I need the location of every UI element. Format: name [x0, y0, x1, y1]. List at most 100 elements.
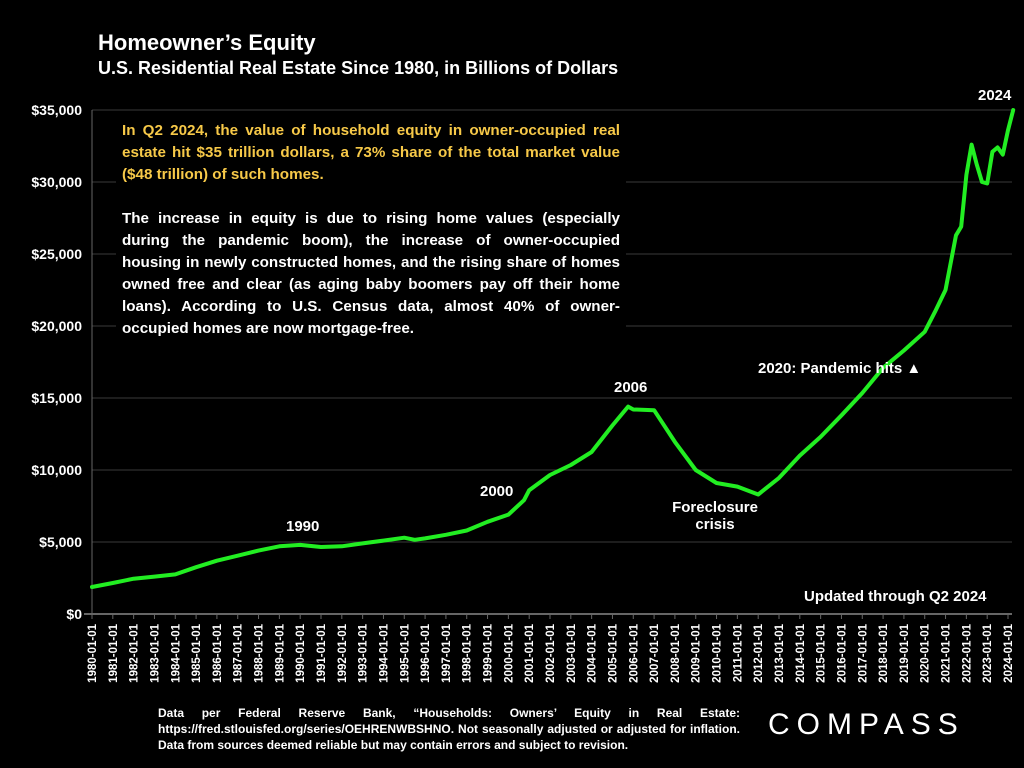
data-point [362, 542, 364, 544]
x-tick-label: 1988-01-01 [254, 623, 266, 682]
data-point [278, 545, 280, 547]
x-tick-label: 2005-01-01 [607, 623, 619, 682]
data-point [632, 409, 634, 411]
x-tick-label: 2015-01-01 [816, 623, 828, 682]
data-point [945, 289, 947, 291]
data-point [507, 514, 509, 516]
highlight-text: In Q2 2024, the value of household equit… [122, 122, 620, 183]
x-tick-label: 2003-01-01 [566, 623, 578, 682]
x-tick-label: 2012-01-01 [753, 623, 765, 682]
data-point [195, 566, 197, 568]
data-point [934, 311, 936, 313]
source-footnote: Data per Federal Reserve Bank, “Househol… [158, 706, 740, 752]
data-point [523, 499, 525, 501]
data-point [382, 540, 384, 542]
x-tick-label: 2021-01-01 [941, 623, 953, 682]
x-tick-label: 1986-01-01 [212, 623, 224, 682]
data-point [424, 537, 426, 539]
data-point [1012, 109, 1014, 111]
data-point [882, 367, 884, 369]
data-point [133, 578, 135, 580]
x-tick-label: 2022-01-01 [961, 623, 973, 682]
data-point [112, 582, 114, 584]
x-tick-label: 2019-01-01 [899, 623, 911, 682]
x-tick-label: 2010-01-01 [712, 623, 724, 682]
x-tick-label: 2006-01-01 [628, 623, 640, 682]
data-point [299, 544, 301, 546]
x-tick-label: 2023-01-01 [982, 623, 994, 682]
x-tick-label: 2009-01-01 [691, 623, 703, 682]
y-tick-label: $15,000 [31, 390, 82, 406]
x-tick-label: 2011-01-01 [732, 623, 744, 682]
x-tick-label: 1982-01-01 [129, 623, 141, 682]
foreclosure-line2: crisis [695, 516, 735, 533]
data-point [466, 529, 468, 531]
data-point [820, 436, 822, 438]
data-point [414, 539, 416, 541]
data-point [757, 493, 759, 495]
data-point [174, 573, 176, 575]
x-tick-label: 1987-01-01 [233, 623, 245, 682]
body-text: The increase in equity is due to rising … [122, 210, 620, 337]
x-tick-label: 2018-01-01 [878, 623, 890, 682]
data-point [695, 469, 697, 471]
data-point [674, 441, 676, 443]
x-tick-label: 2002-01-01 [545, 623, 557, 682]
y-tick-label: $20,000 [31, 318, 82, 334]
data-point [487, 521, 489, 523]
annotation-2024: 2024 [978, 87, 1012, 104]
x-tick-label: 2013-01-01 [774, 623, 786, 682]
data-point [237, 555, 239, 557]
data-point [955, 234, 957, 236]
x-tick-label: 1993-01-01 [358, 623, 370, 682]
data-point [549, 474, 551, 476]
foreclosure-line1: Foreclosure [672, 499, 758, 516]
data-point [997, 146, 999, 148]
data-point [216, 560, 218, 562]
chart-title: Homeowner’s Equity [98, 30, 316, 55]
data-point [341, 545, 343, 547]
y-tick-label: $10,000 [31, 462, 82, 478]
compass-logo: COMPASS [768, 708, 965, 741]
annotation-2000: 2000 [480, 483, 514, 500]
data-point [799, 455, 801, 457]
data-point [960, 226, 962, 228]
data-point [716, 482, 718, 484]
x-tick-label: 1990-01-01 [295, 623, 307, 682]
x-tick-label: 1989-01-01 [274, 623, 286, 682]
x-tick-label: 2016-01-01 [836, 623, 848, 682]
data-point [840, 414, 842, 416]
data-point [976, 164, 978, 166]
x-tick-label: 1980-01-01 [87, 623, 99, 682]
x-tick-label: 2024-01-01 [1003, 623, 1015, 682]
commentary-box: In Q2 2024, the value of household equit… [116, 116, 626, 348]
x-tick-label: 2000-01-01 [503, 623, 515, 682]
data-point [778, 477, 780, 479]
data-point [991, 151, 993, 153]
x-tick-label: 1984-01-01 [170, 623, 182, 682]
y-tick-label: $5,000 [39, 534, 82, 550]
data-point [903, 349, 905, 351]
x-tick-label: 2001-01-01 [524, 623, 536, 682]
data-point [320, 546, 322, 548]
x-tick-label: 2007-01-01 [649, 623, 661, 682]
data-point [924, 331, 926, 333]
data-point [403, 537, 405, 539]
x-tick-label: 1994-01-01 [378, 623, 390, 682]
data-point [653, 409, 655, 411]
data-point [570, 464, 572, 466]
x-tick-label: 1998-01-01 [462, 623, 474, 682]
x-tick-label: 2014-01-01 [795, 623, 807, 682]
annotation-1990: 1990 [286, 518, 320, 535]
x-tick-label: 2004-01-01 [587, 623, 599, 682]
x-tick-label: 1992-01-01 [337, 623, 349, 682]
data-point [591, 451, 593, 453]
x-tick-label: 2017-01-01 [857, 623, 869, 682]
x-tick-label: 1999-01-01 [483, 623, 495, 682]
updated-note: Updated through Q2 2024 [804, 588, 987, 605]
equity-series-line [90, 108, 1016, 589]
x-tick-label: 1991-01-01 [316, 623, 328, 682]
data-point [627, 406, 629, 408]
data-point [611, 424, 613, 426]
